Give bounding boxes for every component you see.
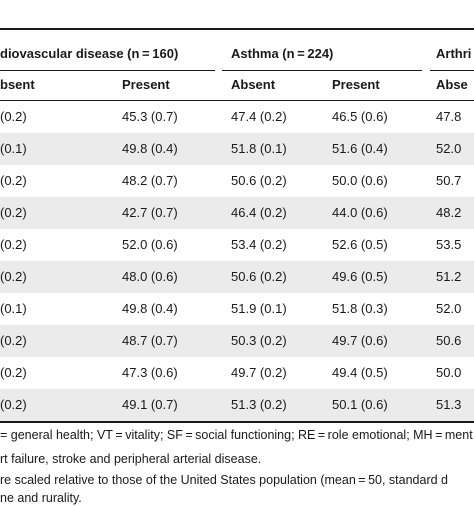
cell-absent-3: 48.2 [436,205,462,220]
cell-absent-2: 49.7 (0.2) [231,365,287,380]
cell-present-2: 51.6 (0.4) [332,141,388,156]
cell-present-1: 49.8 (0.4) [122,141,178,156]
cell-absent-3: 52.0 [436,301,462,316]
group-header-cardiovascular: diovascular disease (n = 160) [0,46,179,61]
bottom-rule [0,421,474,423]
cell-absent-3: 52.0 [436,141,462,156]
cell-present-1: 42.7 (0.7) [122,205,178,220]
footnote-scaling: re scaled relative to those of the Unite… [0,473,448,487]
table-row: (0.2) 49.1 (0.7) 51.3 (0.2) 50.1 (0.6) 5… [0,389,474,421]
cell-present-2: 50.0 (0.6) [332,173,388,188]
cell-absent-1: (0.2) [0,365,27,380]
table-row: (0.2) 42.7 (0.7) 46.4 (0.2) 44.0 (0.6) 4… [0,197,474,229]
cell-absent-3: 51.2 [436,269,462,284]
cell-present-2: 49.7 (0.6) [332,333,388,348]
cell-present-1: 47.3 (0.6) [122,365,178,380]
cell-present-1: 49.1 (0.7) [122,397,178,412]
table-row: (0.2) 47.3 (0.6) 49.7 (0.2) 49.4 (0.5) 5… [0,357,474,389]
cell-absent-2: 51.9 (0.1) [231,301,287,316]
cell-absent-3: 50.0 [436,365,462,380]
cell-present-2: 52.6 (0.5) [332,237,388,252]
cell-absent-3: 53.5 [436,237,462,252]
cell-absent-1: (0.2) [0,173,27,188]
cell-absent-2: 51.8 (0.1) [231,141,287,156]
table-row: (0.1) 49.8 (0.4) 51.8 (0.1) 51.6 (0.4) 5… [0,133,474,165]
subheader-present-2: Present [332,77,380,92]
cell-absent-3: 51.3 [436,397,462,412]
cell-absent-1: (0.2) [0,269,27,284]
cell-present-1: 48.7 (0.7) [122,333,178,348]
footnote-adjustment: ne and rurality. [0,491,82,505]
cell-absent-2: 47.4 (0.2) [231,109,287,124]
cell-absent-1: (0.2) [0,397,27,412]
cell-absent-2: 50.6 (0.2) [231,173,287,188]
table-row: (0.2) 48.0 (0.6) 50.6 (0.2) 49.6 (0.5) 5… [0,261,474,293]
cell-absent-1: (0.2) [0,237,27,252]
cell-absent-1: (0.2) [0,205,27,220]
cell-absent-3: 47.8 [436,109,462,124]
group-underline-arthritis [430,70,474,71]
subheader-absent-1: bsent [0,77,35,92]
top-rule [0,28,474,30]
cell-absent-2: 46.4 (0.2) [231,205,287,220]
cell-absent-3: 50.7 [436,173,462,188]
cell-present-1: 45.3 (0.7) [122,109,178,124]
subheader-absent-3: Abse [436,77,468,92]
group-header-arthritis: Arthri [436,46,472,61]
cell-absent-2: 50.6 (0.2) [231,269,287,284]
subheader-absent-2: Absent [231,77,276,92]
footnote-abbreviations: = general health; VT = vitality; SF = so… [0,428,473,442]
cell-present-2: 49.6 (0.5) [332,269,388,284]
cell-present-1: 52.0 (0.6) [122,237,178,252]
table-row: (0.2) 48.7 (0.7) 50.3 (0.2) 49.7 (0.6) 5… [0,325,474,357]
cell-absent-2: 53.4 (0.2) [231,237,287,252]
cell-present-2: 51.8 (0.3) [332,301,388,316]
cell-absent-1: (0.2) [0,109,27,124]
table-row: (0.2) 45.3 (0.7) 47.4 (0.2) 46.5 (0.6) 4… [0,101,474,133]
cell-present-1: 48.0 (0.6) [122,269,178,284]
cell-present-2: 46.5 (0.6) [332,109,388,124]
cell-absent-3: 50.6 [436,333,462,348]
cell-present-1: 48.2 (0.7) [122,173,178,188]
table-row: (0.1) 49.8 (0.4) 51.9 (0.1) 51.8 (0.3) 5… [0,293,474,325]
cell-present-2: 44.0 (0.6) [332,205,388,220]
group-header-asthma: Asthma (n = 224) [231,46,334,61]
cell-present-2: 49.4 (0.5) [332,365,388,380]
cell-absent-1: (0.2) [0,333,27,348]
header-rule [0,100,474,101]
cell-present-1: 49.8 (0.4) [122,301,178,316]
cell-absent-2: 51.3 (0.2) [231,397,287,412]
group-underline-cardiovascular [0,70,215,71]
cell-absent-1: (0.1) [0,141,27,156]
cell-present-2: 50.1 (0.6) [332,397,388,412]
subheader-present-1: Present [122,77,170,92]
group-underline-asthma [222,70,422,71]
table-row: (0.2) 52.0 (0.6) 53.4 (0.2) 52.6 (0.5) 5… [0,229,474,261]
cell-absent-1: (0.1) [0,301,27,316]
footnote-cardiovascular: rt failure, stroke and peripheral arteri… [0,452,262,466]
table-row: (0.2) 48.2 (0.7) 50.6 (0.2) 50.0 (0.6) 5… [0,165,474,197]
cell-absent-2: 50.3 (0.2) [231,333,287,348]
